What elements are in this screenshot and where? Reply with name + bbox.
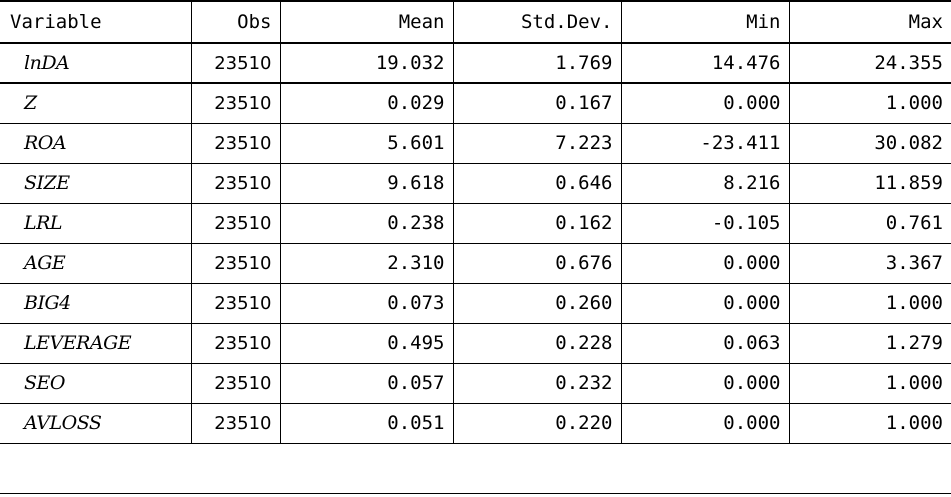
cell-mean: 19.032: [280, 43, 454, 84]
cell-mean: 0.073: [280, 283, 454, 324]
table-header: Variable Obs Mean Std.Dev. Min Max: [0, 0, 951, 44]
cell-std-dev: 0.228: [453, 323, 622, 364]
cell-max: 11.859: [789, 163, 951, 204]
table-row: LRL 23510 0.238 0.162 -0.105 0.761: [0, 203, 951, 244]
cell-min: 0.000: [621, 283, 790, 324]
cell-variable: SEO: [0, 363, 192, 404]
cell-variable: lnDA: [0, 43, 192, 84]
cell-max: 1.000: [789, 363, 951, 404]
cell-max: 3.367: [789, 243, 951, 284]
table-row: Z 23510 0.029 0.167 0.000 1.000: [0, 83, 951, 124]
cell-obs: 23510: [191, 43, 281, 84]
cell-max: 1.000: [789, 83, 951, 124]
cell-min: -0.105: [621, 203, 790, 244]
cell-mean: 5.601: [280, 123, 454, 164]
cell-min: 0.000: [621, 83, 790, 124]
cell-variable: AGE: [0, 243, 192, 284]
cell-mean: 0.029: [280, 83, 454, 124]
cell-variable: LRL: [0, 203, 192, 244]
cell-min: 0.000: [621, 403, 790, 444]
table-row: AVLOSS 23510 0.051 0.220 0.000 1.000: [0, 403, 951, 444]
cell-min: -23.411: [621, 123, 790, 164]
cell-variable: ROA: [0, 123, 192, 164]
cell-max: 1.000: [789, 283, 951, 324]
header-std-dev: Std.Dev.: [453, 0, 622, 44]
cell-mean: 0.238: [280, 203, 454, 244]
table-row: AGE 23510 2.310 0.676 0.000 3.367: [0, 243, 951, 284]
table-row: LEVERAGE 23510 0.495 0.228 0.063 1.279: [0, 323, 951, 364]
table-row: SIZE 23510 9.618 0.646 8.216 11.859: [0, 163, 951, 204]
cell-obs: 23510: [191, 83, 281, 124]
header-mean: Mean: [280, 0, 454, 44]
header-obs: Obs: [191, 0, 281, 44]
cell-variable: AVLOSS: [0, 403, 192, 444]
cell-variable: LEVERAGE: [0, 323, 192, 364]
cell-std-dev: 0.167: [453, 83, 622, 124]
cell-min: 0.000: [621, 243, 790, 284]
cell-mean: 2.310: [280, 243, 454, 284]
cell-max: 1.279: [789, 323, 951, 364]
cell-min: 0.000: [621, 363, 790, 404]
cell-obs: 23510: [191, 323, 281, 364]
bottom-rule: [0, 493, 951, 494]
header-min: Min: [621, 0, 790, 44]
table-row: lnDA 23510 19.032 1.769 14.476 24.355: [0, 43, 951, 84]
cell-max: 1.000: [789, 403, 951, 444]
cell-mean: 0.051: [280, 403, 454, 444]
cell-std-dev: 0.260: [453, 283, 622, 324]
header-variable: Variable: [0, 0, 192, 44]
cell-obs: 23510: [191, 283, 281, 324]
header-row: Variable Obs Mean Std.Dev. Min Max: [0, 0, 951, 44]
cell-variable: Z: [0, 83, 192, 124]
cell-std-dev: 0.162: [453, 203, 622, 244]
cell-obs: 23510: [191, 203, 281, 244]
cell-mean: 9.618: [280, 163, 454, 204]
table-row: BIG4 23510 0.073 0.260 0.000 1.000: [0, 283, 951, 324]
cell-obs: 23510: [191, 403, 281, 444]
cell-min: 0.063: [621, 323, 790, 364]
cell-std-dev: 0.220: [453, 403, 622, 444]
cell-std-dev: 0.646: [453, 163, 622, 204]
cell-mean: 0.057: [280, 363, 454, 404]
header-max: Max: [789, 0, 951, 44]
cell-variable: BIG4: [0, 283, 192, 324]
cell-std-dev: 1.769: [453, 43, 622, 84]
cell-mean: 0.495: [280, 323, 454, 364]
cell-obs: 23510: [191, 363, 281, 404]
cell-std-dev: 0.676: [453, 243, 622, 284]
table-row: SEO 23510 0.057 0.232 0.000 1.000: [0, 363, 951, 404]
cell-obs: 23510: [191, 123, 281, 164]
cell-obs: 23510: [191, 163, 281, 204]
cell-min: 14.476: [621, 43, 790, 84]
table-body: lnDA 23510 19.032 1.769 14.476 24.355 Z 23510 0.…: [0, 43, 951, 444]
cell-variable: SIZE: [0, 163, 192, 204]
cell-max: 30.082: [789, 123, 951, 164]
cell-max: 24.355: [789, 43, 951, 84]
cell-obs: 23510: [191, 243, 281, 284]
cell-min: 8.216: [621, 163, 790, 204]
cell-std-dev: 0.232: [453, 363, 622, 404]
cell-max: 0.761: [789, 203, 951, 244]
cell-std-dev: 7.223: [453, 123, 622, 164]
table-row: ROA 23510 5.601 7.223 -23.411 30.082: [0, 123, 951, 164]
summary-statistics-table: Variable Obs Mean Std.Dev. Min Max lnDA 2…: [0, 0, 951, 444]
